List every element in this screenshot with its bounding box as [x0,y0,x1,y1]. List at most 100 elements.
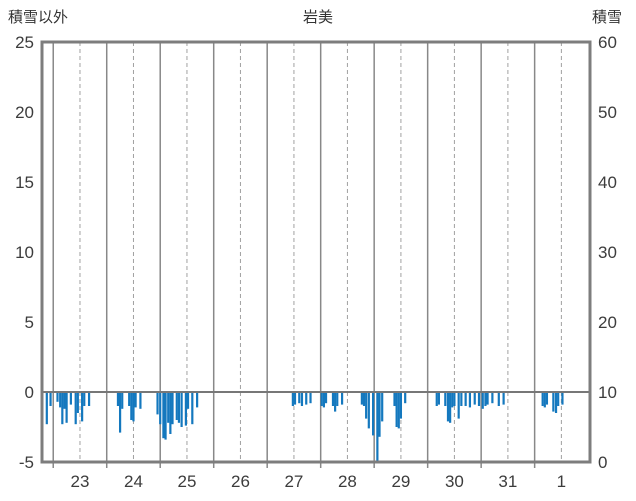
precip-bar [397,392,400,429]
precip-bar [175,392,178,420]
precip-bar [61,392,64,425]
precip-bar [481,392,484,409]
precip-bar [69,392,72,405]
precip-bar [180,392,183,427]
precip-bar [49,392,52,406]
precip-bar [367,392,370,429]
precip-bar [502,392,505,405]
precip-bar [121,392,124,409]
right-tick-label: 60 [598,33,617,52]
x-tick-label: 31 [498,472,517,491]
precip-bar [191,392,194,425]
precip-bar [473,392,476,405]
precip-bar [435,392,438,406]
chart-frame [40,40,592,464]
precip-bar [164,392,167,440]
left-axis-title: 積雪以外 [8,9,69,26]
chart-title: 岩美 [302,9,333,26]
precip-bar [460,392,463,406]
precip-bar [177,392,181,423]
precip-bar [132,392,135,422]
left-tick-label: -5 [19,453,34,472]
left-tick-label: 0 [25,383,34,402]
precip-bar [381,392,384,422]
precip-bar [497,392,500,406]
precip-bar [186,392,190,409]
precip-bar [298,392,301,404]
precip-bar [393,392,396,406]
precip-bar [464,392,467,406]
precip-bar [169,392,172,434]
precip-bar [293,392,297,405]
precip-bar [324,392,328,404]
precip-bar [552,392,555,412]
precip-bar [331,392,335,406]
precip-bar [457,392,460,419]
precip-bar [453,392,456,406]
precip-bar [305,392,308,405]
precip-bar [83,392,86,406]
precip-bar [184,392,187,426]
precip-bar [65,392,68,423]
x-tick-label: 28 [338,472,357,491]
precip-bar [63,392,66,409]
precip-bar [116,392,120,406]
precip-bar [543,392,546,408]
precip-bar [74,392,77,425]
precip-bar [395,392,398,427]
left-tick-label: 20 [15,103,34,122]
precip-bar [484,392,487,406]
x-tick-label: 1 [557,472,566,491]
x-tick-label: 29 [391,472,410,491]
precip-bar [554,392,558,413]
precip-bar [134,392,137,408]
left-tick-label: 10 [15,243,34,262]
right-tick-label: 20 [598,313,617,332]
precip-bar [130,392,133,420]
precip-bar [291,392,294,406]
x-tick-label: 27 [284,472,303,491]
precip-bar [336,392,339,406]
x-tick-label: 23 [71,472,90,491]
precip-bar [449,392,452,423]
precip-bar [162,392,165,439]
precip-bar [45,392,48,425]
precip-bar [372,392,375,436]
right-tick-label: 30 [598,243,617,262]
precip-bar [399,392,403,419]
right-tick-label: 0 [598,453,607,472]
precip-bar [322,392,325,408]
precip-bar [561,392,564,405]
x-tick-label: 24 [124,472,143,491]
precip-bar [446,392,450,422]
precip-bar [139,392,142,409]
precip-bar [451,392,454,408]
precip-bar [486,392,489,405]
precip-bar [309,392,312,404]
precip-bar [468,392,472,408]
right-tick-label: 50 [598,103,617,122]
precip-bar [167,392,170,423]
precip-bar [545,392,549,405]
left-tick-label: 5 [25,313,34,332]
precip-bar [340,392,344,405]
precip-bar [87,392,91,406]
precip-bar [362,392,366,406]
precip-bar [376,392,379,462]
precip-bar [477,392,481,406]
right-axis-title: 積雪 [591,9,622,26]
precip-bar [159,392,162,425]
x-tick-label: 30 [445,472,464,491]
precip-bar [365,392,368,419]
left-tick-label: 25 [15,33,34,52]
precip-bar [360,392,363,405]
precip-bar [437,392,440,405]
precip-bar [156,392,159,415]
precip-bar [76,392,79,413]
x-tick-label: 26 [231,472,250,491]
left-tick-label: 15 [15,173,34,192]
precip-bar [128,392,131,406]
precip-bar [300,392,304,406]
precip-bar [59,392,62,408]
